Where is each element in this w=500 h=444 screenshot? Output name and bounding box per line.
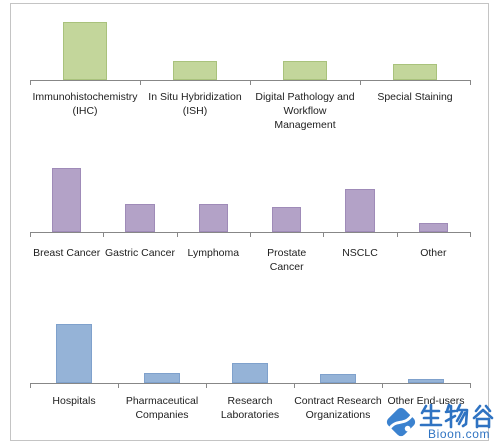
x-axis-tick xyxy=(470,80,471,85)
x-axis-tick xyxy=(30,80,31,85)
x-axis-tick xyxy=(323,232,324,237)
watermark-site-text: Bioon.com xyxy=(428,427,491,441)
x-axis-tick xyxy=(250,232,251,237)
bar xyxy=(408,378,444,383)
category-label: Prostate Cancer xyxy=(267,247,307,273)
bar xyxy=(418,223,448,232)
category-label: Pharmaceutical Companies xyxy=(125,395,199,421)
x-axis-tick xyxy=(250,80,251,85)
x-axis-tick xyxy=(294,383,295,388)
bar xyxy=(144,372,180,383)
x-axis-tick xyxy=(177,232,178,237)
bioon-logo-icon xyxy=(386,407,416,437)
bar xyxy=(283,61,327,80)
category-label: Other End-users xyxy=(387,395,465,407)
bar xyxy=(63,22,107,80)
bar xyxy=(125,203,155,232)
bar xyxy=(52,168,82,232)
category-label: Contract Research Organizations xyxy=(294,395,382,421)
x-axis-tick xyxy=(470,232,471,237)
x-axis-tick xyxy=(360,80,361,85)
category-label: In Situ Hybridization (ISH) xyxy=(148,91,242,117)
category-label: NSCLC xyxy=(342,247,378,259)
x-axis-tick xyxy=(30,383,31,388)
category-label: Other xyxy=(420,247,447,259)
category-label: Special Staining xyxy=(377,91,453,103)
category-label: Digital Pathology and Workflow Managemen… xyxy=(255,91,355,131)
category-label: Research Laboratories xyxy=(220,395,280,421)
category-label: Lymphoma xyxy=(187,247,240,259)
bar xyxy=(198,203,228,232)
bar xyxy=(173,61,217,80)
x-axis-tick xyxy=(103,232,104,237)
x-axis-line xyxy=(30,383,470,384)
x-axis-tick xyxy=(397,232,398,237)
bar xyxy=(345,189,375,232)
bar xyxy=(272,207,302,232)
x-axis-tick xyxy=(382,383,383,388)
chart-frame xyxy=(10,3,489,441)
watermark-lettering xyxy=(419,403,494,429)
x-axis-tick xyxy=(30,232,31,237)
bar xyxy=(393,63,437,80)
category-label: Breast Cancer xyxy=(33,247,101,259)
bar xyxy=(232,362,268,383)
x-axis-tick xyxy=(470,383,471,388)
category-label: Hospitals xyxy=(52,395,96,407)
x-axis-tick xyxy=(140,80,141,85)
category-label: Gastric Cancer xyxy=(104,247,175,259)
x-axis-tick xyxy=(118,383,119,388)
bar xyxy=(56,324,92,383)
bar xyxy=(320,374,356,383)
x-axis-tick xyxy=(206,383,207,388)
category-label: Immunohistochemistry (IHC) xyxy=(32,91,138,117)
